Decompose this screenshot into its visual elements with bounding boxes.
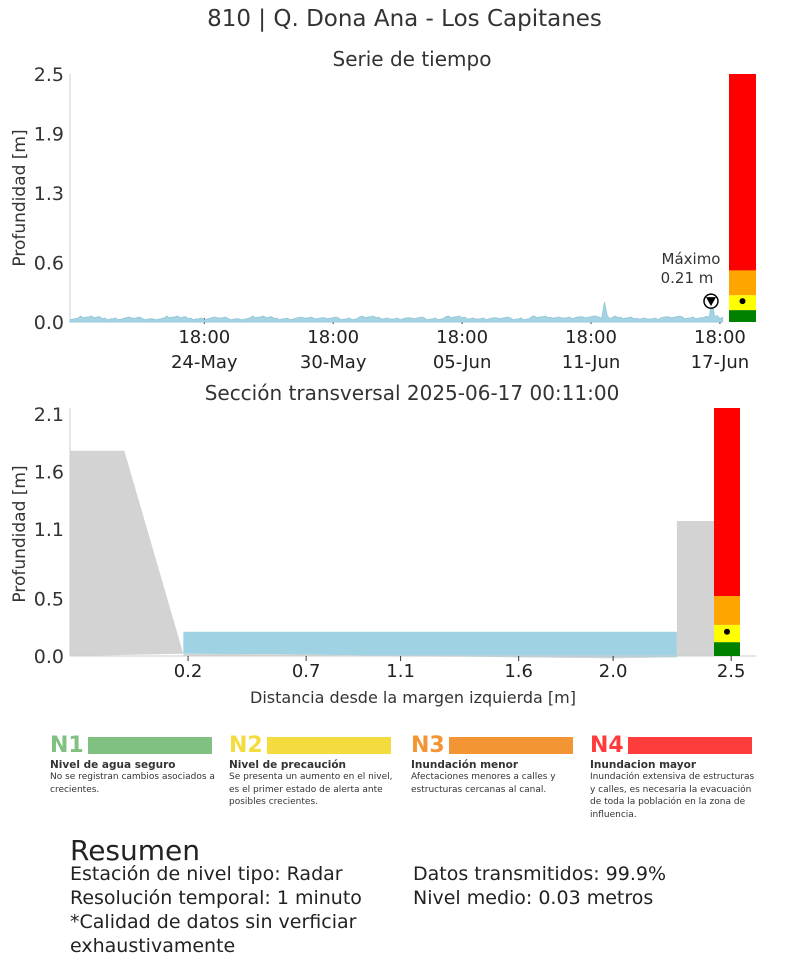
chart2-alert-segment [714, 408, 740, 597]
chart1-x-tick-time: 18:00 [565, 327, 617, 348]
chart1-level-marker [739, 298, 746, 305]
chart1-y-ticks: 0.0 0.6 1.3 1.9 2.5 [34, 64, 64, 334]
chart1-annotation: Máximo 0.21 m [661, 250, 721, 309]
chart2-x-tick-label: 0.7 [292, 661, 321, 682]
chart1-y-tick-label: 2.5 [34, 64, 64, 86]
legend-n4-title: Inundacion mayor [590, 759, 697, 771]
chart1-x-tick-time: 18:00 [307, 327, 359, 348]
legend-n2-swatch [266, 737, 391, 754]
chart2-alert-segment [714, 596, 740, 625]
legend-n1-desc: No se registran cambios asociados a crec… [50, 772, 215, 795]
legend-n1: N1 Nivel de agua seguro No se registran … [50, 733, 220, 796]
chart1-series [69, 301, 724, 323]
legend-n2-desc: Se presenta un aumento en el nivel, es e… [229, 772, 393, 807]
legend-n1-code: N1 [50, 733, 84, 758]
chart1-alert-segment [729, 310, 756, 322]
summary-resolution: Resolución temporal: 1 minuto [70, 887, 362, 909]
chart2-x-tick-label: 0.2 [174, 661, 203, 682]
chart2-y-tick-label: 1.6 [34, 461, 64, 483]
chart1-y-tick-label: 1.3 [34, 183, 64, 205]
chart2-section-shapes [70, 450, 736, 659]
summary-right: Datos transmitidos: 99.9% Nivel medio: 0… [413, 862, 793, 910]
channel-bed [183, 653, 677, 659]
summary-mean-level: Nivel medio: 0.03 metros [413, 887, 654, 909]
chart2-x-tick-label: 1.1 [386, 661, 415, 682]
legend-n4: N4 Inundacion mayor Inundación extensiva… [590, 733, 760, 821]
chart1-alert-segment [729, 270, 756, 296]
summary-station: Estación de nivel tipo: Radar [70, 863, 343, 885]
legend-n3-desc: Afectaciones menores a calles y estructu… [411, 772, 556, 795]
max-label: Máximo [662, 250, 721, 268]
legend-n3-title: Inundación menor [411, 759, 519, 771]
chart1-x-ticks: 18:00 24-May 18:00 30-May 18:00 05-Jun 18:00 11… [171, 318, 749, 373]
chart2-x-tick-label: 1.6 [504, 661, 533, 682]
max-triangle-icon [705, 297, 716, 307]
legend-n1-swatch [87, 737, 212, 754]
chart2-y-ticks: 0.0 0.5 1.1 1.6 2.1 [34, 404, 64, 668]
chart2-y-tick-label: 0.0 [34, 646, 64, 668]
chart1-x-tick-time: 18:00 [694, 327, 746, 348]
chart1-alert-bar [729, 74, 756, 322]
chart2-alert-bar [714, 408, 740, 656]
chart2-y-tick-label: 2.1 [34, 404, 64, 426]
legend-n4-code: N4 [590, 733, 624, 758]
chart1-alert-segment [729, 74, 756, 271]
chart1-depth-area [69, 301, 724, 323]
chart1-x-tick-date: 11-Jun [562, 352, 621, 373]
left-bank [70, 450, 184, 656]
chart1-ylabel: Profundidad [m] [10, 129, 30, 266]
chart2-x-tick-label: 2.5 [717, 661, 746, 682]
cross-section-chart: Sección transversal 2025-06-17 00:11:00 … [10, 381, 756, 707]
chart2-x-ticks: 0.2 0.7 1.1 1.6 2.0 2.5 [174, 656, 746, 682]
chart2-level-marker [724, 628, 730, 635]
legend-n4-swatch [627, 737, 752, 754]
summary-quality: *Calidad de datos sin verficiar exhausti… [70, 911, 357, 957]
chart1-x-tick-date: 05-Jun [433, 352, 492, 373]
chart2-title: Sección transversal 2025-06-17 00:11:00 [205, 381, 620, 405]
summary-left: Estación de nivel tipo: Radar Resolución… [70, 862, 390, 958]
legend-n2-title: Nivel de precaución [229, 759, 347, 771]
chart2-ylabel: Profundidad [m] [10, 465, 30, 602]
chart1-y-tick-label: 0.6 [34, 252, 64, 274]
chart2-alert-segment [714, 642, 740, 656]
chart1-x-tick-date: 30-May [300, 352, 367, 373]
legend-n3-swatch [448, 737, 573, 754]
summary-title: Resumen [70, 834, 201, 867]
chart1-x-tick-date: 17-Jun [691, 352, 750, 373]
legend-n3-code: N3 [411, 733, 445, 758]
time-series-chart: Serie de tiempo Profundidad [m] 0.0 0.6 1.… [10, 47, 756, 373]
chart2-y-tick-label: 1.1 [34, 519, 64, 541]
chart1-x-tick-time: 18:00 [436, 327, 488, 348]
chart1-title: Serie de tiempo [333, 47, 492, 71]
chart2-y-tick-label: 0.5 [34, 588, 64, 610]
max-value: 0.21 m [661, 269, 714, 287]
chart1-x-tick-date: 24-May [171, 352, 238, 373]
chart2-x-tick-label: 2.0 [599, 661, 628, 682]
legend-n4-desc: Inundación extensiva de estructuras y ca… [590, 772, 755, 820]
legend-n3: N3 Inundación menor Afectaciones menores… [411, 733, 581, 796]
legend-n1-title: Nivel de agua seguro [50, 759, 176, 771]
chart1-y-tick-label: 0.0 [34, 312, 64, 334]
summary-transmitted: Datos transmitidos: 99.9% [413, 863, 667, 885]
water-fill [183, 631, 677, 659]
legend-n2-code: N2 [229, 733, 263, 758]
chart1-x-tick-time: 18:00 [178, 327, 230, 348]
page-title: 810 | Q. Dona Ana - Los Capitanes [207, 6, 602, 32]
legend-n2: N2 Nivel de precaución Se presenta un au… [229, 733, 399, 809]
chart2-xlabel: Distancia desde la margen izquierda [m] [250, 688, 576, 707]
chart1-y-tick-label: 1.9 [34, 124, 64, 146]
